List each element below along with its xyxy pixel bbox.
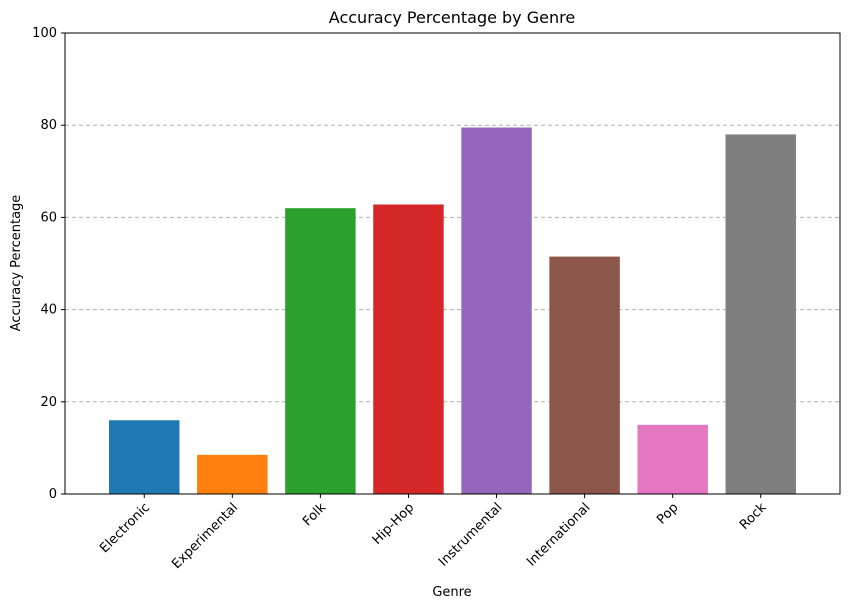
x-tick-label: Rock: [737, 500, 770, 533]
y-tick-label: 60: [40, 210, 57, 225]
plot-frame: [64, 32, 841, 495]
x-tick-label: Hip-Hop: [370, 500, 418, 548]
bar-instrumental: [461, 127, 532, 494]
x-ticks: Electronic Experimental Folk Hip-Hop Instrum…: [97, 494, 770, 572]
x-tick-label: Experimental: [169, 500, 241, 572]
y-tick-label: 100: [32, 26, 57, 41]
x-tick-label: Pop: [654, 500, 681, 527]
y-ticks: 0 20 40 60 80 100: [32, 26, 65, 502]
y-tick-label: 40: [40, 303, 57, 318]
bar-experimental: [197, 454, 268, 494]
x-tick-label: Instrumental: [436, 500, 505, 569]
bar-hip-hop: [373, 204, 444, 494]
chart-title: Accuracy Percentage by Genre: [329, 8, 575, 27]
bar-electronic: [109, 420, 180, 494]
bar-international: [549, 256, 620, 494]
y-tick-label: 80: [40, 118, 57, 133]
y-tick-label: 0: [49, 487, 57, 502]
y-tick-label: 20: [40, 395, 57, 410]
bars: [109, 127, 796, 495]
gridlines: [65, 124, 840, 403]
x-tick-label: International: [524, 500, 593, 569]
bar-pop: [637, 424, 708, 494]
bar-folk: [285, 208, 356, 494]
x-tick-label: Folk: [300, 500, 329, 529]
x-axis-label: Genre: [432, 585, 471, 600]
x-tick-label: Electronic: [97, 500, 153, 556]
bar-rock: [725, 134, 796, 495]
y-axis-label: Accuracy Percentage: [9, 195, 24, 332]
